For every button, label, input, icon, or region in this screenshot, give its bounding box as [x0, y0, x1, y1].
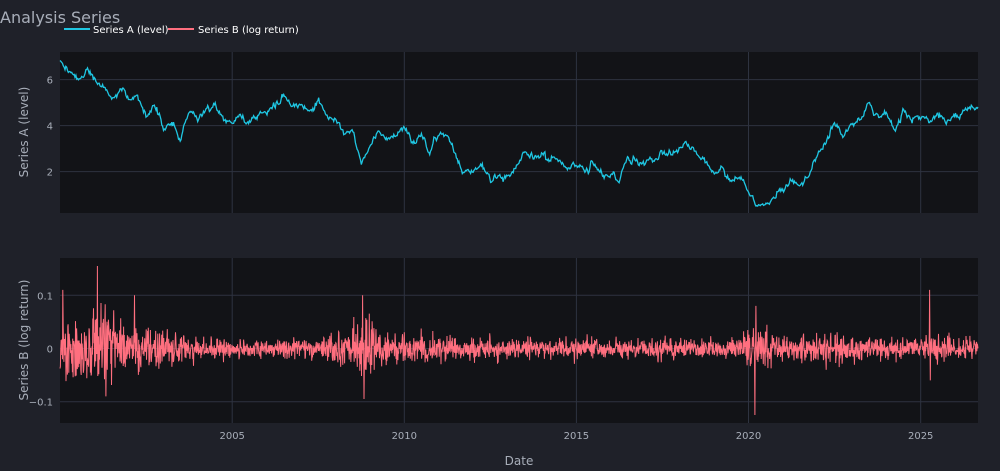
- x-tick-label: 2005: [219, 431, 244, 442]
- x-tick-label: 2015: [564, 431, 589, 442]
- y-tick-label-top: 2: [47, 168, 53, 179]
- x-tick-label: 2020: [736, 431, 761, 442]
- y-tick-label-bottom: 0.1: [37, 291, 53, 302]
- series-a-line[interactable]: [59, 60, 979, 208]
- x-axis-label: Date: [505, 454, 534, 467]
- legend[interactable]: Series A (level) Series B (log return): [64, 25, 299, 36]
- chart-title: Analysis Series: [0, 8, 120, 27]
- y-tick-label-top: 4: [47, 122, 53, 133]
- legend-label-series-b[interactable]: Series B (log return): [198, 25, 299, 36]
- x-tick-label: 2025: [908, 431, 933, 442]
- bottom-y-axis-label: Series B (log return): [17, 280, 31, 401]
- series-b-line[interactable]: [59, 265, 979, 416]
- legend-label-series-a[interactable]: Series A (level): [93, 25, 169, 36]
- top-y-axis-label: Series A (level): [17, 87, 31, 178]
- top-plot-area[interactable]: [60, 52, 978, 213]
- y-tick-label-top: 6: [47, 76, 53, 87]
- x-tick-label: 2010: [392, 431, 417, 442]
- y-tick-label-bottom: 0: [47, 344, 53, 355]
- top-series-layer: [59, 60, 979, 208]
- y-tick-label-bottom: −0.1: [29, 398, 53, 409]
- tick-layer: 2005 2010 2015 2020 2025 2 4 6 −0.1 0 0.1: [29, 76, 934, 442]
- bottom-series-layer: [59, 265, 979, 416]
